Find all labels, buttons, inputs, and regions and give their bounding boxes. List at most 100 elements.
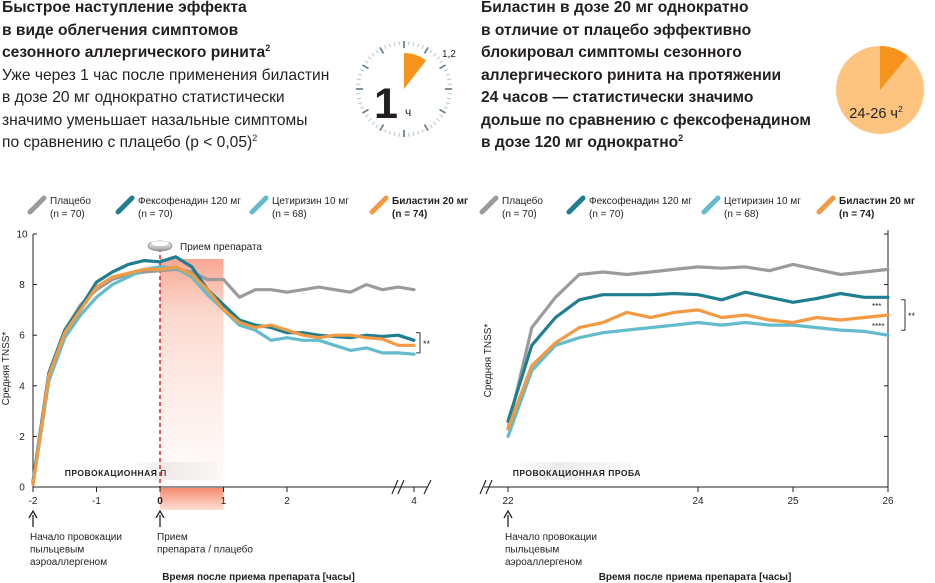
x-tick-label: 4 bbox=[411, 496, 417, 507]
legend-n-bilastine: (n = 74) bbox=[392, 209, 427, 220]
legend-n-fexofenadine: (n = 70) bbox=[589, 209, 624, 220]
clock-tick bbox=[379, 46, 385, 54]
legend-swatch-cetirizine bbox=[701, 195, 721, 215]
x-tick-label: 24 bbox=[692, 496, 704, 507]
right-series-bilastine bbox=[506, 308, 890, 431]
clock-tick bbox=[417, 43, 420, 48]
clock-tick bbox=[439, 64, 447, 70]
annotation-provocation-start-line: аэроаллергеном bbox=[30, 557, 107, 568]
legend-n-fexofenadine: (n = 70) bbox=[138, 209, 173, 220]
clock-tick bbox=[421, 44, 424, 50]
clock-tick bbox=[439, 114, 444, 118]
annotation-provocation-start-line: Начало провокации bbox=[505, 532, 597, 543]
clock-tick bbox=[356, 97, 362, 100]
x-axis-label: Время после приема препарата [часы] bbox=[599, 572, 792, 583]
left-series-fexofenadine bbox=[31, 255, 416, 484]
clock-tick bbox=[446, 97, 452, 100]
clock-1h-icon: 1 ч 1,2 bbox=[356, 41, 456, 137]
legend-swatch-cetirizine bbox=[249, 195, 269, 215]
headline-line: в дозе 120 мг однократно2 bbox=[481, 132, 684, 151]
clock-tick bbox=[388, 130, 391, 135]
y-tick-label: 4 bbox=[19, 381, 25, 392]
legend-swatch-bilastine bbox=[816, 195, 836, 215]
right-series-cetirizine bbox=[506, 320, 890, 438]
annotation-provocation-start-line: пыльцевым bbox=[505, 545, 559, 556]
annotation-provocation-start-arrow-head bbox=[503, 509, 513, 519]
legend-n-bilastine: (n = 74) bbox=[839, 209, 874, 220]
dose-label: Прием препарата bbox=[180, 242, 262, 253]
clock-hour-unit: ч bbox=[405, 105, 411, 119]
legend-name-placebo: Плацебо bbox=[50, 195, 91, 207]
annotation-provocation-start-line: пыльцевым bbox=[30, 545, 84, 556]
clock-tick bbox=[358, 73, 363, 76]
clock-tick bbox=[359, 106, 365, 109]
clock-tick bbox=[423, 124, 429, 132]
headline-line: 24 часов — статистически значимо bbox=[481, 89, 754, 106]
annotation-provocation-start-line: аэроаллергеном bbox=[505, 557, 582, 568]
clock-tick bbox=[446, 78, 452, 81]
headline-body-line: Уже через 1 час после применения биласти… bbox=[2, 66, 330, 84]
legend-name-bilastine: Биластин 20 мг bbox=[839, 196, 915, 207]
clock-tick bbox=[439, 108, 447, 114]
provocation-band bbox=[517, 462, 632, 480]
clock-tick bbox=[423, 46, 429, 54]
clock-tick bbox=[445, 102, 450, 105]
x-tick-label: 0 bbox=[157, 496, 163, 507]
significance-mark: ** bbox=[423, 339, 431, 349]
legend-right: Плацебо (n = 70) Фексофенадин 120 мг (n = 7… bbox=[479, 195, 915, 220]
pill-icon bbox=[147, 240, 173, 252]
clock-tick bbox=[375, 124, 379, 129]
y-axis-label: Средняя TNSS* bbox=[483, 324, 494, 398]
legend-n-placebo: (n = 70) bbox=[502, 209, 537, 220]
x-axis-label: Время после приема препарата [часы] bbox=[162, 572, 355, 583]
clock-tick bbox=[421, 128, 424, 134]
x-tick-label: 26 bbox=[882, 496, 894, 507]
headline-line: Биластин в дозе 20 мг однократно bbox=[481, 0, 749, 16]
clock-tick bbox=[445, 73, 450, 76]
clock-label-sup: 2 bbox=[898, 104, 903, 114]
y-tick-label: 2 bbox=[19, 432, 25, 443]
footnote-ref: 2 bbox=[678, 132, 684, 143]
chart-right: ПРОВОКАЦИОННАЯ ПРОБА Средняя TNSS* 22 24 25 2… bbox=[479, 230, 916, 583]
x-tick-label: 22 bbox=[502, 496, 514, 507]
clock-tick bbox=[379, 124, 385, 132]
significance-mark: ** bbox=[908, 311, 916, 321]
annotation-dose-line: препарата / плацебо bbox=[157, 544, 253, 556]
left-headline: Быстрое наступление эффекта в виде облегч… bbox=[2, 0, 347, 155]
right-headline: Биластин в дозе 20 мг однократно в отличи… bbox=[481, 0, 831, 155]
treatment-window-bar bbox=[160, 488, 224, 510]
y-tick-label: 10 bbox=[16, 230, 28, 241]
legend-name-fexofenadine: Фексофенадин 120 мг bbox=[589, 195, 692, 207]
legend-swatch-placebo bbox=[479, 195, 499, 215]
clock-tick bbox=[375, 49, 379, 54]
clock-mark-label: 1,2 bbox=[442, 49, 456, 60]
clock-tick bbox=[384, 44, 387, 50]
clock-tick bbox=[384, 128, 387, 134]
legend-n-placebo: (n = 70) bbox=[50, 209, 85, 220]
axis-break-icon bbox=[391, 479, 405, 495]
right-series-placebo bbox=[506, 262, 890, 431]
clock-tick bbox=[361, 108, 369, 114]
clock-tick bbox=[359, 69, 365, 72]
provocation-label: ПРОВОКАЦИОННАЯ П bbox=[65, 468, 167, 478]
x-tick-label: 25 bbox=[787, 496, 799, 507]
headline-title-line: Быстрое наступление эффекта bbox=[2, 0, 247, 16]
legend-n-cetirizine: (n = 68) bbox=[724, 209, 759, 220]
legend-name-cetirizine: Цетиризин 10 мг bbox=[724, 196, 801, 207]
clock-hour-number: 1 bbox=[374, 80, 398, 128]
clock-tick bbox=[371, 52, 375, 57]
clock-tick bbox=[367, 118, 372, 122]
significance-bracket bbox=[901, 299, 906, 331]
axis-break-icon bbox=[479, 479, 493, 495]
clock-tick bbox=[443, 69, 449, 72]
headline-body-line: значимо уменьшает назальные симптомы bbox=[2, 111, 308, 129]
clock-tick bbox=[367, 56, 372, 60]
y-tick-label: 0 bbox=[19, 483, 25, 494]
legend-n-cetirizine: (n = 68) bbox=[272, 209, 307, 220]
clock-tick bbox=[361, 64, 369, 70]
footnote-ref: 2 bbox=[265, 42, 271, 53]
clock-24-26h-icon: 24-26 ч2 bbox=[836, 46, 924, 134]
headline-line: в отличие от плацебо эффективно bbox=[481, 21, 752, 39]
